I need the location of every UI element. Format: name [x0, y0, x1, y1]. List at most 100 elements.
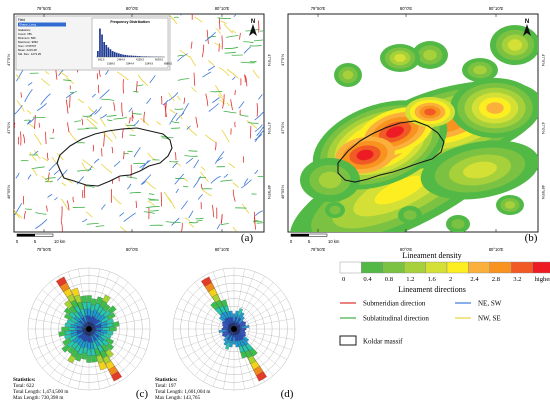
lineament-segment: [143, 111, 146, 123]
lineament-segment: [222, 94, 225, 109]
lineament-segment: [61, 182, 67, 187]
lineament-segment: [97, 84, 100, 94]
lineament-segment: [32, 116, 46, 118]
rose-d-stat-total: Total: 197: [155, 383, 177, 389]
density-contour: [386, 126, 404, 138]
lineament-segment: [205, 93, 209, 107]
coord-left-label: 46°55'N: [6, 185, 11, 199]
lineament-segment: [254, 216, 256, 230]
lineament-segment: [14, 208, 20, 219]
lineament-segment: [188, 210, 194, 219]
density-tick-label: 0: [342, 276, 346, 283]
histogram-bar: [128, 55, 131, 57]
stats-heading-a: Statistics:: [18, 28, 31, 32]
histogram-bar: [115, 52, 118, 57]
lineament-segment: [216, 157, 223, 162]
lineament-segment: [40, 93, 51, 105]
density-contour: [473, 65, 487, 75]
lineament-segment: [189, 221, 198, 224]
rose-petal: [82, 328, 90, 330]
direction-label: Sublatitudinal direction: [363, 315, 429, 323]
lineament-segment: [121, 129, 124, 139]
lineament-segment: [201, 188, 212, 197]
coord-left-label: 47°0'N: [6, 122, 11, 134]
direction-label: NW, SE: [478, 315, 501, 323]
direction-label: NE, SW: [478, 300, 502, 308]
lineament-segment: [253, 220, 263, 223]
histogram-tick: 692.6: [98, 58, 105, 62]
field-dropdown[interactable]: [18, 22, 66, 27]
coord-left-label: 47°0'N: [280, 122, 285, 134]
lineament-segment: [54, 197, 58, 201]
lineament-segment: [226, 35, 239, 38]
density-contour: [424, 108, 436, 116]
lineament-segment: [82, 218, 88, 223]
lineament-segment: [249, 44, 262, 47]
lineament-segment: [140, 174, 152, 185]
histogram-bar: [132, 55, 135, 57]
lineament-segment: [172, 162, 178, 169]
lineament-segment: [214, 84, 223, 98]
lineament-segment: [256, 125, 264, 136]
histogram-bar: [120, 54, 122, 57]
lineament-segment: [56, 152, 64, 161]
lineament-segment: [162, 100, 169, 106]
lineament-segment: [126, 124, 136, 127]
histogram-bar: [130, 55, 133, 57]
density-contour: [356, 149, 374, 161]
density-contour: [329, 205, 341, 215]
lineament-segment: [41, 175, 52, 183]
lineament-segment: [245, 75, 248, 87]
lineament-segment: [220, 214, 223, 224]
lineament-segment: [219, 17, 221, 30]
lineament-segment: [85, 185, 95, 188]
density-colorbar-swatch: [468, 261, 490, 274]
north-arrow-b: N: [523, 19, 531, 36]
lineament-segment: [168, 92, 179, 101]
lineament-segment: [53, 169, 61, 175]
rose-d-stat-max: Max Length: 143,765: [155, 395, 201, 401]
lineament-segment: [190, 41, 193, 49]
lineament-segment: [77, 128, 89, 130]
lineament-segment: [33, 133, 42, 146]
rose-petal: [88, 328, 90, 336]
histogram-bar: [107, 47, 110, 57]
lineament-segment: [180, 14, 183, 16]
lineament-segment: [100, 163, 113, 174]
rose-c-stats-heading: Statistics:: [13, 377, 36, 383]
coord-top-label: 80°10'E: [215, 6, 230, 11]
rose-petal: [233, 328, 241, 330]
lineament-segment: [44, 177, 56, 180]
stats-line: Count: 786: [18, 32, 32, 36]
lineament-segment: [91, 93, 96, 98]
lineament-segment: [228, 163, 236, 169]
lineament-segment: [77, 98, 85, 104]
lineament-segment: [252, 69, 260, 79]
lineament-segment: [148, 193, 155, 195]
lineament-segment: [195, 116, 199, 128]
lineament-segment: [113, 117, 128, 120]
scale-a-5: 5: [34, 239, 37, 244]
histogram-bars: [97, 28, 164, 57]
lineament-segment: [94, 106, 102, 115]
lineament-segment: [253, 39, 264, 42]
lineament-segment: [14, 202, 23, 216]
lineament-segment: [27, 174, 32, 180]
lineament-segment: [216, 223, 221, 230]
lineament-segment: [171, 121, 180, 124]
rose-d-statistics: Statistics: Total: 197 Total Length: 1,6…: [155, 377, 210, 401]
coord-right-label: 47°0'N: [541, 122, 546, 134]
rose-center: [86, 326, 92, 332]
lineament-segment: [160, 192, 162, 207]
lineament-segment: [100, 113, 107, 119]
frequency-chart-title: Frequency Distribution: [110, 20, 149, 24]
lineament-segment: [86, 118, 97, 128]
lineament-segment: [42, 157, 49, 162]
histogram-tick-labels: 692.6 2464.9 4259.5 6039.5 1568.6 3344.4 5149.…: [98, 58, 172, 66]
lineament-segment: [59, 71, 69, 78]
lineament-segment: [124, 123, 135, 132]
density-colorbar-swatch: [404, 261, 426, 274]
lineament-segment: [193, 72, 196, 86]
lineament-segment: [182, 185, 189, 188]
rose-diagram-d: [172, 267, 296, 391]
